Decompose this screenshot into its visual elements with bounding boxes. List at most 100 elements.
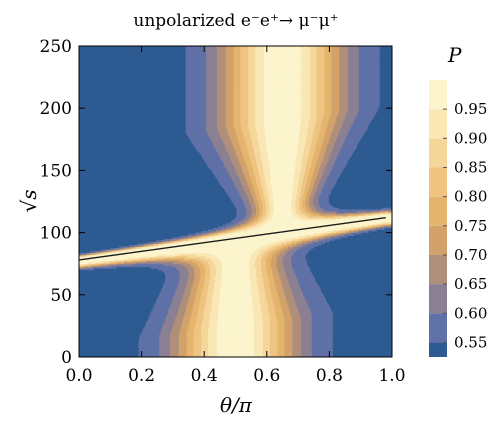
contour-band [262, 329, 271, 331]
contour-band [254, 330, 264, 333]
contour-band [221, 277, 251, 280]
contour-band [301, 53, 311, 56]
contour-band [270, 181, 294, 184]
contour-band [333, 128, 341, 131]
contour-band [312, 134, 320, 137]
contour-band [197, 263, 204, 266]
contour-band [295, 203, 300, 206]
contour-band [384, 224, 392, 227]
contour-band [225, 103, 234, 106]
contour-band [225, 77, 234, 80]
contour-band [259, 209, 264, 212]
contour-band [320, 206, 334, 209]
contour-band [255, 203, 260, 206]
contour-band [371, 223, 378, 226]
contour-band [255, 266, 262, 269]
contour-band [251, 192, 256, 195]
contour-band [299, 203, 303, 206]
contour-band [347, 80, 360, 83]
contour-band [316, 56, 325, 59]
contour-band [110, 265, 173, 268]
contour-band [240, 67, 249, 70]
contour-band [332, 229, 340, 232]
contour-band [243, 201, 251, 204]
contour-band [293, 252, 307, 255]
contour-band [169, 338, 180, 341]
contour-band [301, 95, 311, 98]
contour-band [267, 157, 297, 160]
contour-band [248, 91, 256, 94]
contour-band [286, 274, 297, 277]
contour-band [382, 207, 391, 210]
contour-band [311, 325, 333, 328]
contour-band [141, 245, 144, 247]
contour-band [239, 192, 247, 195]
contour-band [326, 145, 334, 148]
contour-band [215, 235, 299, 238]
contour-band [216, 126, 227, 129]
contour-band [304, 189, 309, 192]
contour-band [202, 322, 210, 325]
contour-band [204, 265, 211, 268]
contour-band [324, 56, 332, 59]
contour-band [179, 332, 187, 335]
contour-band [216, 336, 255, 339]
contour-band [193, 302, 200, 305]
contour-band [252, 164, 258, 167]
contour-band [358, 75, 380, 78]
contour-band [250, 277, 258, 280]
contour-band [248, 126, 257, 129]
contour-band [212, 299, 220, 302]
contour-band [218, 234, 226, 237]
contour-band [256, 157, 262, 160]
contour-band [263, 125, 301, 128]
contour-band [268, 162, 297, 165]
contour-band [225, 111, 234, 114]
y-tick-label: 0 [61, 348, 72, 368]
contour-band [316, 106, 325, 109]
contour-band [331, 78, 340, 81]
contour-band [263, 94, 302, 97]
contour-band [266, 145, 299, 148]
contour-band [268, 311, 277, 314]
contour-band [240, 145, 247, 148]
contour-band [258, 252, 265, 255]
contour-band [221, 268, 250, 271]
contour-band [296, 209, 301, 212]
contour-band [311, 350, 333, 353]
contour-band [242, 131, 250, 134]
contour-band [309, 86, 318, 89]
contour-band [288, 305, 298, 308]
contour-band [259, 192, 265, 195]
contour-band [309, 63, 318, 66]
contour-band [225, 112, 234, 115]
contour-band [331, 72, 340, 75]
contour-band [329, 154, 338, 157]
contour-band [316, 50, 325, 53]
contour-band [240, 56, 249, 59]
contour-band [262, 210, 267, 213]
contour-band [265, 206, 271, 209]
contour-band [342, 123, 353, 126]
contour-band [201, 350, 209, 353]
contour-band [258, 221, 263, 224]
contour-band [245, 204, 252, 207]
contour-band [255, 50, 265, 53]
contour-band [306, 129, 315, 132]
contour-band [257, 164, 264, 167]
contour-band [273, 204, 292, 207]
contour-band [307, 156, 314, 159]
contour-band [347, 100, 360, 103]
contour-band [151, 310, 169, 313]
contour-band [263, 220, 270, 223]
contour-band [251, 224, 257, 227]
contour-band [230, 227, 234, 230]
contour-band [180, 235, 188, 238]
contour-band [188, 136, 210, 139]
contour-band [204, 159, 223, 162]
contour-band [263, 103, 302, 106]
contour-band [340, 129, 350, 132]
contour-band [188, 238, 193, 241]
contour-band [258, 142, 267, 145]
contour-band [365, 227, 371, 230]
